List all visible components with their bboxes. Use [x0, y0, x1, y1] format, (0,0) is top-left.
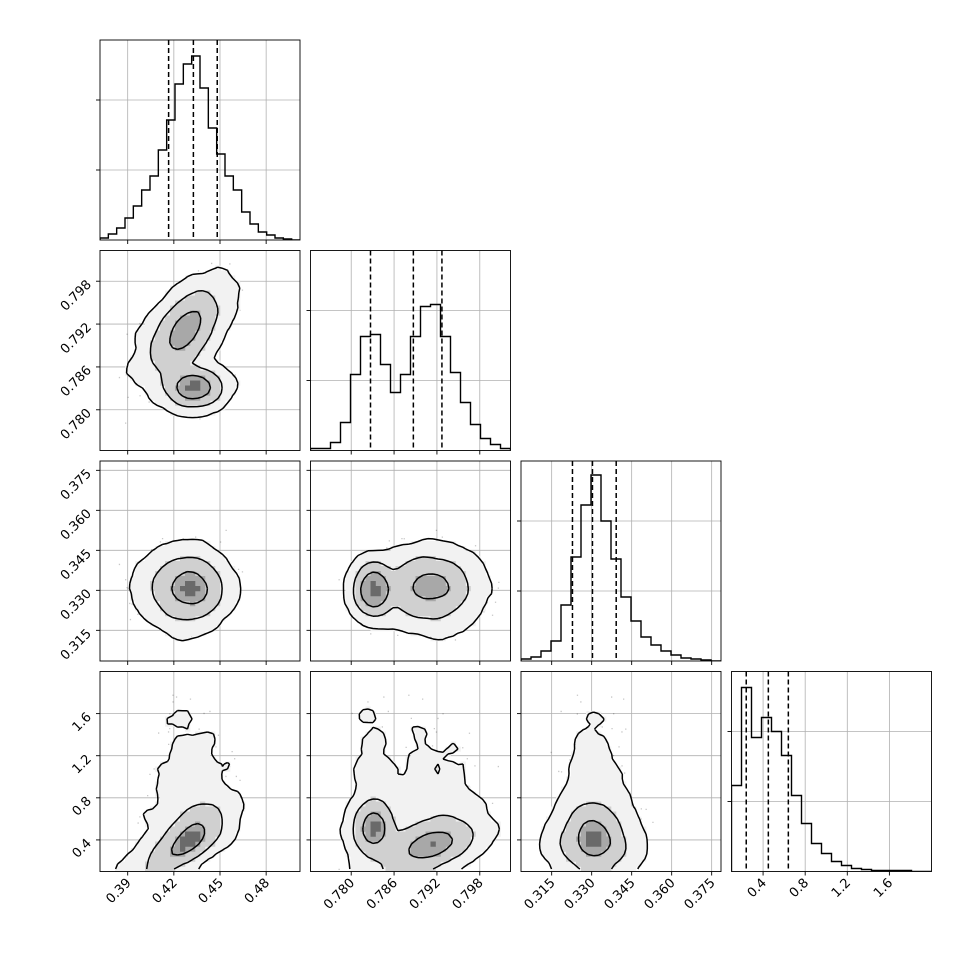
contour-level-1 [145, 803, 223, 870]
panel-frame [520, 460, 722, 662]
x-tick-label: 0.375 [682, 876, 719, 913]
x-tick-label: 0.330 [562, 876, 599, 913]
density-fill-2 [170, 310, 211, 401]
panel-frame [99, 671, 301, 872]
y-tick-label: 0.792 [58, 320, 95, 357]
x-tick-label: 0.798 [450, 876, 487, 913]
y-tick-label: 0.315 [58, 627, 95, 664]
y-tick-label: 0.780 [58, 406, 95, 443]
panel-3-0: 0.39 0.42 0.45 0.48 0.4 0.8 1.2 1.6 [70, 671, 301, 907]
density-fill-0 [125, 265, 241, 416]
panel-frame [731, 671, 932, 872]
panel-1-0: 0.780 0.786 0.792 0.798 [58, 250, 301, 455]
contour-level-2 [125, 266, 241, 419]
contour-level-0 [171, 570, 209, 605]
panel-3-2: 0.315 0.330 0.345 0.360 0.375 [517, 671, 722, 913]
density-fill-3 [586, 831, 602, 847]
histogram-0 [100, 55, 300, 240]
y-tick-label: 1.6 [70, 710, 95, 735]
x-tick-label: 0.780 [321, 876, 358, 913]
histogram-1 [310, 303, 511, 451]
density-fill-0 [541, 711, 647, 872]
x-tick-label: 1.6 [871, 876, 896, 901]
panel-2-2 [517, 460, 722, 665]
x-tick-label: 0.792 [407, 876, 444, 913]
y-tick-label: 0.345 [58, 547, 95, 584]
density-fill-2 [360, 811, 451, 857]
x-tick-label: 0.345 [602, 876, 639, 913]
x-tick-label: 0.45 [196, 876, 227, 907]
density-fill-2 [360, 571, 451, 607]
density-fill-2 [170, 821, 206, 857]
x-tick-label: 0.360 [642, 876, 679, 913]
density-fill-3 [370, 821, 436, 847]
panel-frame [99, 460, 301, 662]
panel-3-1: 0.780 0.786 0.792 0.798 [306, 671, 511, 913]
panel-2-1 [306, 460, 511, 665]
y-tick-label: 0.4 [70, 836, 95, 861]
panel-frame [310, 250, 511, 451]
x-tick-label: 0.4 [745, 876, 770, 901]
contour-level-1 [352, 556, 470, 620]
density-fill-2 [576, 821, 612, 857]
y-tick-label: 1.2 [70, 752, 95, 777]
contour-level-2 [538, 711, 649, 870]
x-tick-label: 0.39 [103, 876, 134, 907]
contour-level-0 [359, 571, 450, 608]
panel-frame [99, 39, 301, 241]
panel-frame [310, 671, 511, 872]
x-tick-label: 1.2 [829, 876, 854, 901]
contour-level-2 [128, 538, 242, 642]
x-tick-label: 0.315 [522, 876, 559, 913]
contour-level-1 [352, 798, 474, 870]
density-fill-1 [145, 801, 221, 872]
contour-level-1 [559, 802, 627, 870]
density-fill-1 [355, 796, 476, 872]
density-fill-1 [561, 801, 627, 872]
contour-level-1 [151, 556, 223, 621]
panel-3-3: 0.4 0.8 1.2 1.6 [727, 671, 932, 901]
y-tick-label: 0.330 [58, 587, 95, 624]
contour-level-0 [362, 812, 454, 859]
y-tick-label: 0.375 [58, 467, 95, 504]
panel-frame [310, 460, 511, 662]
panel-0-0 [96, 39, 301, 244]
contour-level-2 [339, 708, 501, 870]
density-fill-3 [185, 380, 201, 391]
contour-level-2 [342, 537, 493, 641]
contour-level-1 [149, 289, 223, 408]
density-fill-3 [180, 581, 201, 597]
x-tick-label: 0.786 [364, 876, 401, 913]
histogram-2 [521, 474, 721, 661]
x-tick-label: 0.8 [787, 876, 812, 901]
density-fill-1 [150, 556, 221, 622]
contour-level-0 [170, 822, 206, 856]
x-tick-label: 0.42 [150, 876, 181, 907]
density-fill-3 [370, 581, 381, 597]
y-tick-label: 0.786 [58, 363, 95, 400]
density-fill-2 [170, 571, 206, 607]
panel-1-1 [306, 250, 511, 455]
density-fill-0 [340, 706, 501, 872]
y-tick-label: 0.360 [58, 507, 95, 544]
contour-level-0 [169, 310, 212, 400]
x-tick-label: 0.48 [242, 876, 273, 907]
contour-level-0 [577, 819, 612, 857]
contour-level-2 [114, 709, 245, 870]
panel-frame [520, 671, 722, 872]
density-fill-1 [355, 556, 471, 622]
density-fill-0 [115, 711, 246, 872]
y-tick-label: 0.8 [70, 794, 95, 819]
panel-frame [99, 250, 301, 451]
histogram-3 [731, 686, 932, 872]
y-tick-label: 0.798 [58, 277, 95, 314]
